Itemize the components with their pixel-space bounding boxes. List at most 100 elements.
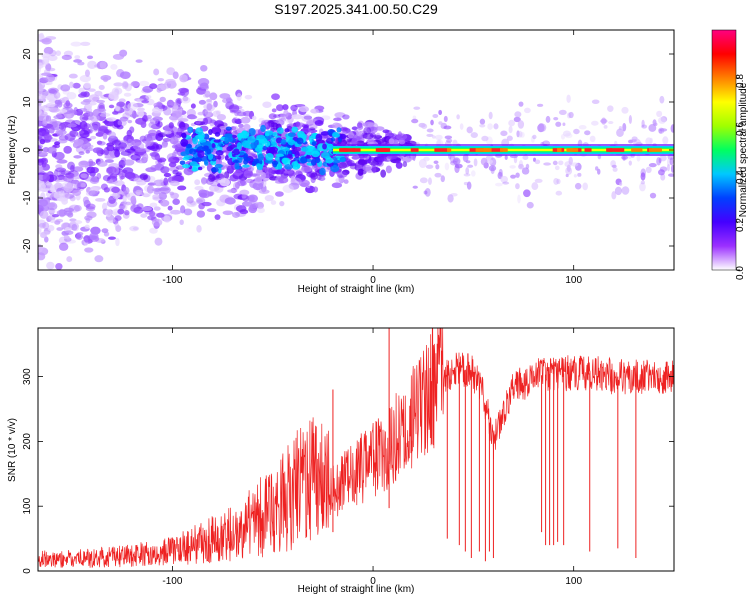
x-tick-label: -100 (162, 576, 182, 587)
spectrogram-cell (79, 74, 91, 83)
signal-hot-segment (410, 148, 419, 152)
spectrogram-cell (73, 205, 82, 212)
spectrogram-cell (239, 177, 246, 186)
spectrogram-cell (84, 215, 93, 221)
spectrogram-cell (336, 127, 342, 133)
spectrogram-cell (508, 125, 513, 134)
spectrogram-cell (234, 162, 240, 170)
spectrogram-cell (84, 126, 90, 130)
snr-x-axis-label: Height of straight line (km) (298, 584, 415, 595)
spectrogram-cell (562, 130, 571, 137)
spectrogram-cell (264, 122, 271, 130)
spectrogram-cell (357, 159, 368, 166)
spectrogram-cell (543, 162, 552, 166)
spectrogram-cell (94, 255, 104, 263)
spectrogram-cell (332, 133, 341, 138)
spectrogram-cell (362, 164, 372, 172)
spectrogram-cell (269, 146, 279, 153)
spectrogram-cell (90, 166, 99, 174)
spectrogram-cell (622, 123, 627, 132)
signal-hot-segment (557, 148, 562, 152)
spectrogram-cell (471, 170, 476, 177)
spectrogram-cell (95, 148, 102, 155)
spectrogram-cell (63, 207, 75, 213)
spectrogram-cell (195, 121, 201, 125)
spectrogram-cell (573, 128, 580, 135)
spectrogram-cell (154, 237, 163, 246)
spectrogram-cell (335, 178, 341, 183)
spectrogram-cell (318, 176, 326, 181)
spectrogram-cell (94, 90, 103, 97)
spectrogram-cell (170, 102, 180, 107)
spectrogram-cell (532, 134, 537, 140)
y-tick-label: 100 (22, 497, 33, 514)
spectrogram-cell (88, 94, 100, 103)
spectrogram-cell (114, 215, 122, 222)
spectrogram-cell (61, 54, 72, 61)
spectrogram-cell (87, 88, 96, 92)
spectrogram-cell (296, 130, 305, 138)
spectrogram-cell (243, 169, 253, 179)
spectrogram-cell (142, 206, 154, 213)
spectrogram-cell (88, 190, 99, 197)
spectrogram-cell (374, 135, 382, 139)
spectrogram-cell (658, 116, 667, 124)
spectrogram-cell (524, 107, 531, 114)
spectrogram-cell (556, 178, 561, 185)
spectrogram-cell (215, 150, 224, 156)
spectrogram-cell (314, 157, 321, 164)
spectrogram-cell (518, 101, 524, 107)
spectrogram-cell (46, 146, 57, 154)
spectrogram-cell (183, 167, 194, 176)
spectrogram-cell (140, 213, 148, 218)
signal-hot-segment (352, 148, 361, 152)
spectrogram-cell (346, 159, 355, 166)
spectrogram-cell (270, 200, 277, 205)
spectrogram-cell (151, 218, 163, 227)
spectrogram-cell (275, 191, 284, 197)
spectrogram-cell (517, 120, 525, 129)
spectrogram-cell (113, 82, 124, 87)
spectrogram-cell (42, 119, 48, 127)
spectrogram-cell (73, 139, 84, 145)
spectrogram-cell (47, 224, 55, 232)
spectrogram-cell (49, 49, 57, 57)
spectrogram-cell (258, 117, 265, 124)
spectrogram-cell (137, 107, 145, 112)
spectrogram-cell (135, 59, 143, 63)
spectrogram-cell (114, 105, 121, 112)
spectrogram-cell (466, 181, 472, 190)
spectrogram-cell (363, 121, 375, 128)
spectrogram-cell (294, 150, 300, 159)
spectrogram-cell (433, 160, 439, 164)
spectrogram-cell (113, 180, 125, 186)
spectrogram-cell (69, 81, 74, 89)
spectrogram-cell (287, 139, 296, 146)
colorbar-tick-label: 0.6 (735, 122, 746, 136)
spectrogram-cell (231, 118, 238, 124)
spectrogram-cell (119, 172, 124, 181)
spectrogram-cell (149, 202, 158, 208)
spectrogram-cell (153, 68, 160, 76)
spectrogram-cell (264, 132, 270, 137)
spectrogram-cell (244, 94, 253, 100)
spectrogram-cell (277, 176, 289, 184)
y-tick-label: 0 (22, 568, 33, 574)
spectrogram-cell (297, 171, 303, 175)
spectrogram-cell (53, 151, 65, 161)
spectrogram-cell (80, 100, 91, 105)
spectrogram-cell (553, 117, 559, 121)
spectrogram-cell (83, 234, 91, 243)
spectrogram-cell (38, 62, 47, 68)
spectrogram-cell (141, 206, 153, 212)
spectrogram-cell (180, 205, 186, 214)
spectrogram-cell (102, 132, 108, 140)
spectrogram-cell (197, 111, 205, 116)
spectrogram-cell (260, 124, 266, 133)
spectrogram-cell (58, 208, 66, 218)
spectrogram-cell (122, 195, 127, 203)
spectrogram-cell (64, 230, 74, 235)
spectrogram-cell (264, 194, 274, 202)
spectrogram-cell (518, 160, 524, 169)
spectrogram-cell (163, 215, 171, 223)
